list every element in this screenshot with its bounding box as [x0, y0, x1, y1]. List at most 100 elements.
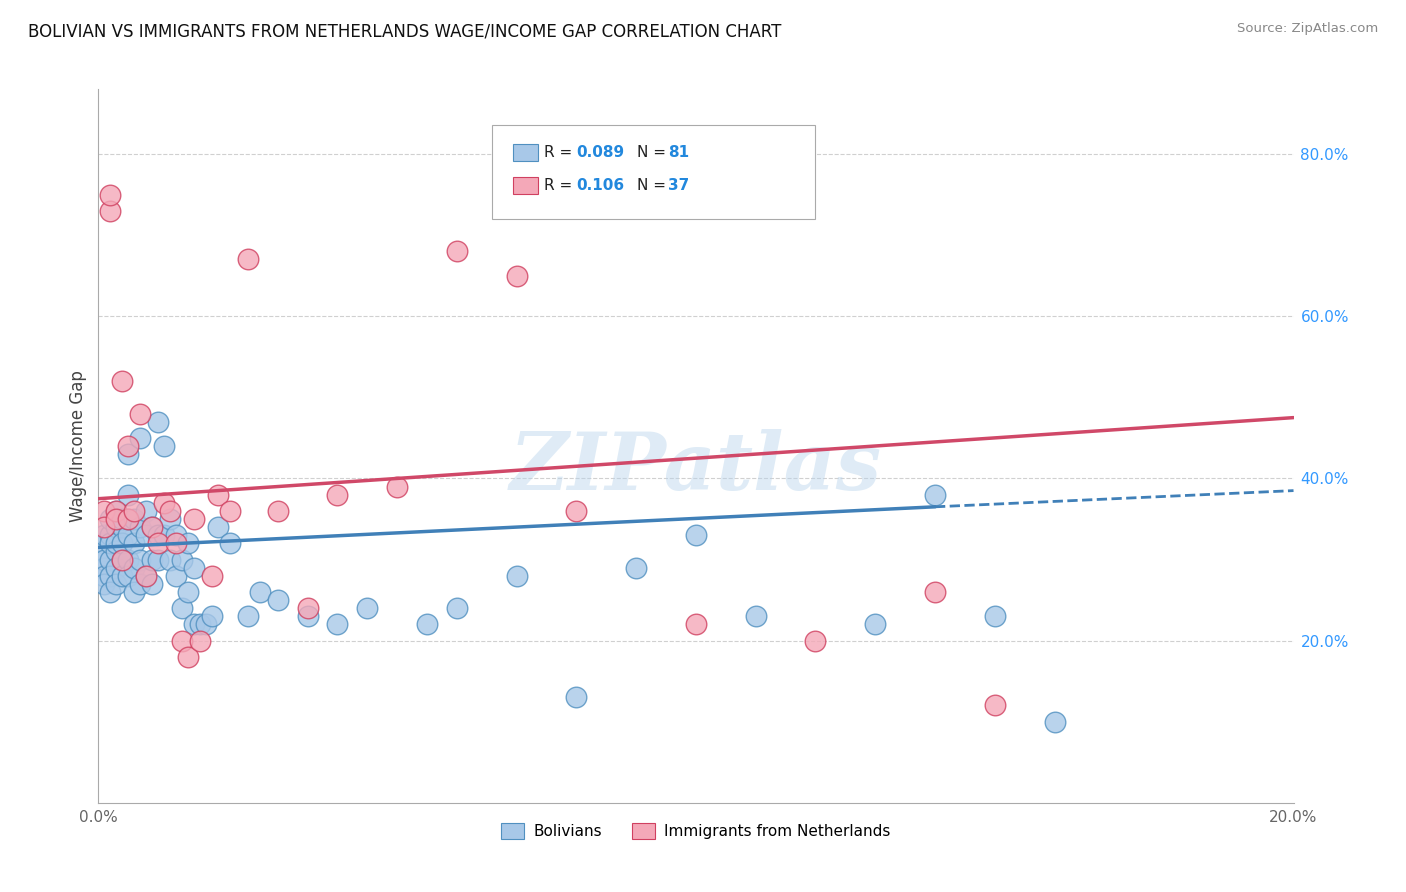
Point: [219, 504, 242, 518]
Point: [135, 504, 157, 518]
Point: [159, 512, 181, 526]
Point: [98, 203, 122, 218]
Text: ZIPatlas: ZIPatlas: [510, 429, 882, 506]
Point: [98, 187, 122, 202]
Point: [141, 552, 163, 566]
Point: [129, 577, 152, 591]
Point: [105, 520, 128, 534]
Y-axis label: Wage/Income Gap: Wage/Income Gap: [69, 370, 87, 522]
Point: [117, 568, 139, 582]
Point: [385, 479, 409, 493]
Text: 81: 81: [668, 145, 689, 160]
Point: [153, 496, 176, 510]
Point: [105, 504, 128, 518]
Point: [135, 528, 157, 542]
Text: 0.089: 0.089: [576, 145, 624, 160]
Point: [685, 617, 707, 632]
Point: [105, 544, 128, 558]
Point: [207, 520, 229, 534]
Point: [93, 552, 115, 566]
Point: [685, 528, 707, 542]
Point: [924, 585, 946, 599]
Point: [165, 536, 187, 550]
Point: [446, 601, 468, 615]
Point: [124, 512, 146, 526]
Point: [565, 504, 588, 518]
Legend: Bolivians, Immigrants from Netherlands: Bolivians, Immigrants from Netherlands: [495, 817, 897, 845]
Point: [117, 512, 139, 526]
Point: [172, 601, 194, 615]
Point: [93, 504, 115, 518]
Text: R =: R =: [544, 145, 578, 160]
Point: [98, 536, 122, 550]
Point: [141, 520, 163, 534]
Point: [626, 560, 648, 574]
Point: [105, 504, 128, 518]
Text: R =: R =: [544, 178, 578, 193]
Point: [111, 536, 134, 550]
Point: [165, 528, 187, 542]
Point: [219, 536, 242, 550]
Point: [177, 585, 200, 599]
Point: [105, 512, 128, 526]
Point: [105, 577, 128, 591]
Point: [124, 536, 146, 550]
Point: [446, 244, 468, 259]
Point: [297, 609, 319, 624]
Point: [172, 633, 194, 648]
Point: [188, 633, 211, 648]
Point: [129, 431, 152, 445]
Point: [195, 617, 218, 632]
Point: [93, 528, 115, 542]
Point: [153, 528, 176, 542]
Text: N =: N =: [637, 145, 671, 160]
Point: [111, 374, 134, 388]
Point: [249, 585, 271, 599]
Point: [111, 520, 134, 534]
Point: [984, 698, 1007, 713]
Point: [124, 585, 146, 599]
Point: [236, 252, 259, 267]
Text: BOLIVIAN VS IMMIGRANTS FROM NETHERLANDS WAGE/INCOME GAP CORRELATION CHART: BOLIVIAN VS IMMIGRANTS FROM NETHERLANDS …: [28, 22, 782, 40]
Point: [129, 520, 152, 534]
Point: [165, 568, 187, 582]
Text: 37: 37: [668, 178, 689, 193]
Point: [177, 649, 200, 664]
Point: [924, 488, 946, 502]
Point: [356, 601, 378, 615]
Point: [135, 568, 157, 582]
Point: [124, 504, 146, 518]
Point: [98, 512, 122, 526]
Point: [124, 560, 146, 574]
Point: [98, 552, 122, 566]
Point: [326, 617, 349, 632]
Point: [506, 268, 529, 283]
Point: [159, 504, 181, 518]
Point: [98, 568, 122, 582]
Point: [148, 552, 170, 566]
Point: [148, 415, 170, 429]
Point: [177, 536, 200, 550]
Text: 0.106: 0.106: [576, 178, 624, 193]
Point: [129, 407, 152, 421]
Point: [117, 439, 139, 453]
Point: [172, 552, 194, 566]
Text: Source: ZipAtlas.com: Source: ZipAtlas.com: [1237, 22, 1378, 36]
Point: [804, 633, 827, 648]
Point: [135, 568, 157, 582]
Point: [111, 552, 134, 566]
Text: N =: N =: [637, 178, 671, 193]
Point: [565, 690, 588, 705]
Point: [984, 609, 1007, 624]
Point: [188, 617, 211, 632]
Point: [865, 617, 887, 632]
Point: [236, 609, 259, 624]
Point: [326, 488, 349, 502]
Point: [153, 439, 176, 453]
Point: [93, 577, 115, 591]
Point: [117, 552, 139, 566]
Point: [111, 512, 134, 526]
Point: [117, 528, 139, 542]
Point: [416, 617, 439, 632]
Point: [105, 560, 128, 574]
